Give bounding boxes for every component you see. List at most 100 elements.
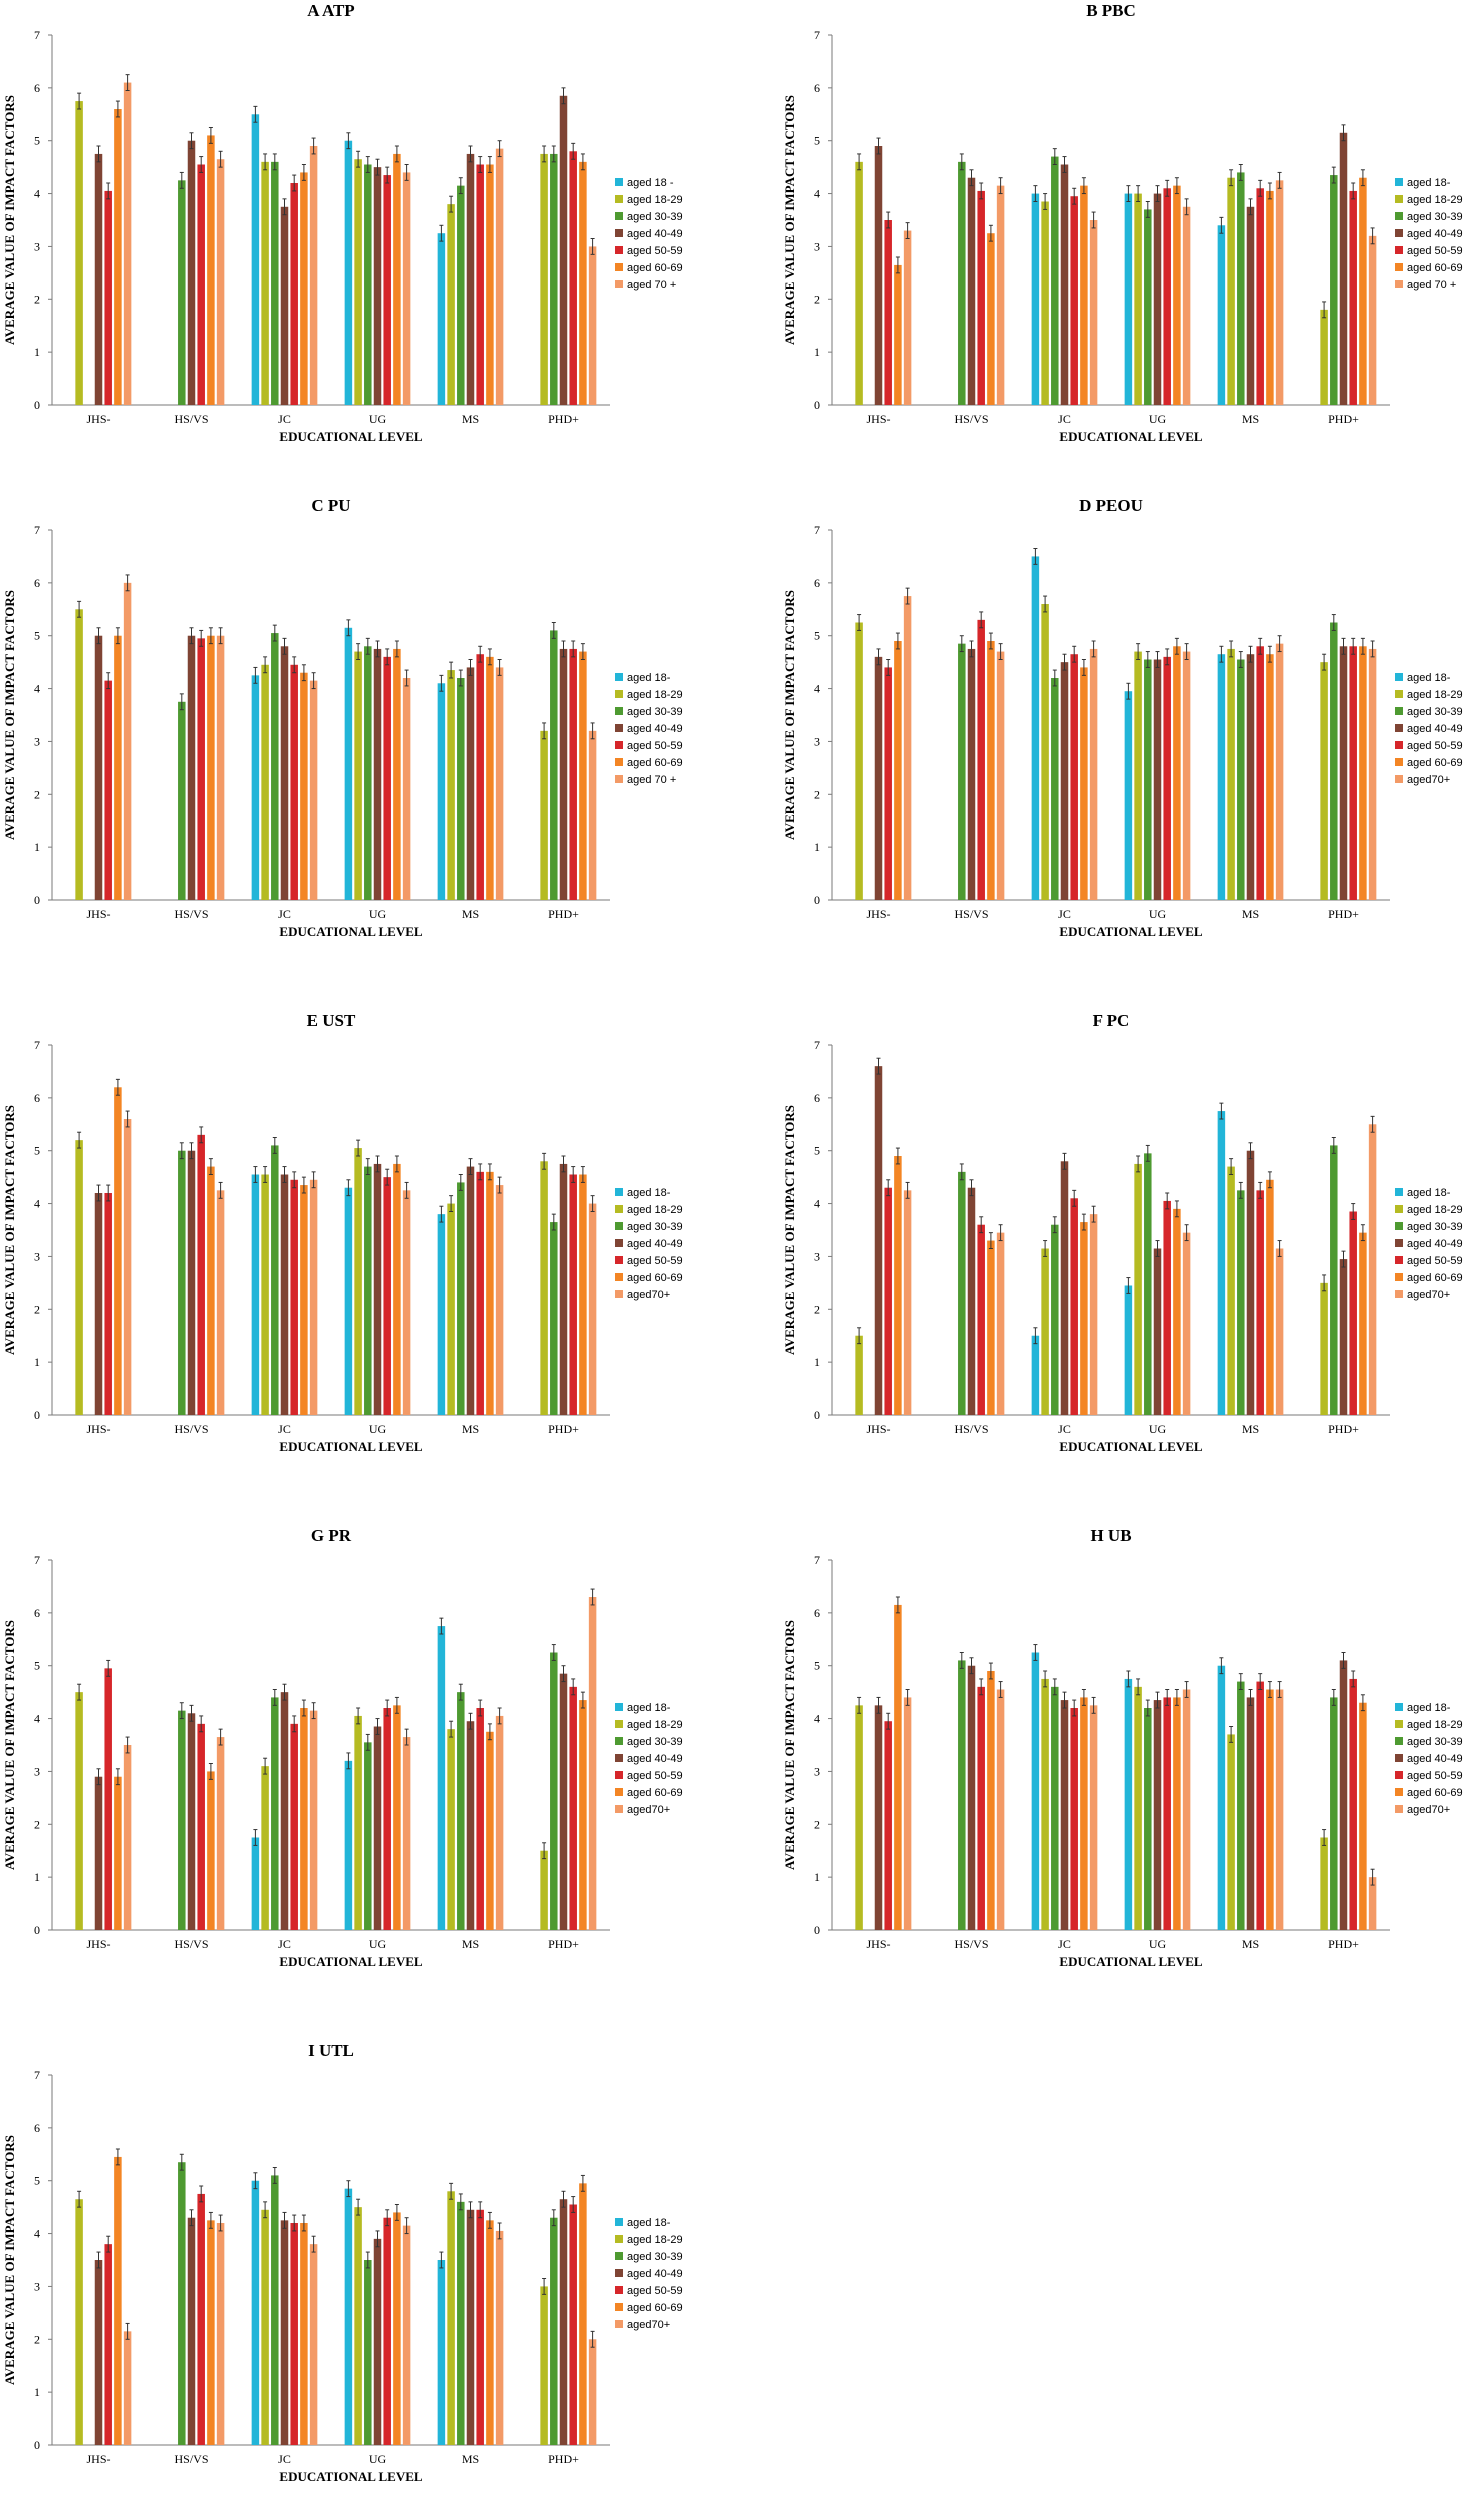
bar-aged-60-69 xyxy=(1080,1697,1088,1930)
bar-aged-70- xyxy=(309,680,318,900)
legend-swatch xyxy=(1395,1222,1403,1230)
bar-aged-50-59 xyxy=(1163,656,1171,900)
bar-aged70- xyxy=(309,1710,318,1930)
bar-aged-30-39 xyxy=(1330,1697,1338,1930)
y-axis-title: AVERAGE VALUE OF IMPACT FACTORS xyxy=(2,95,17,345)
x-tick-label: JC xyxy=(278,1422,291,1436)
legend-swatch xyxy=(615,1205,623,1213)
bar-aged-40-49 xyxy=(967,177,976,405)
bar-aged-60-69 xyxy=(1359,1702,1367,1930)
bar-aged-18- xyxy=(1031,1652,1040,1930)
bar-aged-60-69 xyxy=(207,135,215,405)
bar-aged-40-49 xyxy=(874,146,883,405)
bar-aged-60-69 xyxy=(393,2212,401,2445)
y-tick-label: 2 xyxy=(814,292,820,306)
bar-aged-50-59 xyxy=(977,190,985,405)
x-tick-label: HS/VS xyxy=(174,1422,208,1436)
legend-swatch xyxy=(615,195,623,203)
bar-aged-30-39 xyxy=(271,1697,279,1930)
bar-aged-30-39 xyxy=(550,2217,558,2445)
bar-aged-40-49 xyxy=(466,1166,475,1415)
legend-swatch xyxy=(1395,1256,1403,1264)
bar-aged-18- xyxy=(1217,1665,1226,1930)
bar-aged-18- xyxy=(251,1174,260,1415)
legend-swatch xyxy=(615,2303,623,2311)
x-axis-title: EDUCATIONAL LEVEL xyxy=(1059,1954,1202,1969)
y-tick-label: 3 xyxy=(814,1764,820,1778)
bar-aged-18- xyxy=(1031,1335,1040,1415)
y-tick-label: 6 xyxy=(34,81,40,95)
legend-swatch xyxy=(1395,724,1403,732)
bar-aged70- xyxy=(123,1745,132,1930)
y-tick-label: 0 xyxy=(34,893,40,907)
bar-aged-40-49 xyxy=(559,95,568,406)
legend-item: aged 18-29 xyxy=(627,194,683,206)
bar-aged-50-59 xyxy=(1256,646,1264,900)
x-tick-label: JHS- xyxy=(86,907,110,921)
x-tick-label: JC xyxy=(278,907,291,921)
bar-aged-40-49 xyxy=(187,2217,196,2445)
bar-aged-50-59 xyxy=(104,2244,112,2445)
bar-aged-40-49 xyxy=(187,1150,196,1415)
x-tick-label: JHS- xyxy=(866,412,890,426)
chart-title: A ATP xyxy=(307,1,354,20)
bar-aged-18-29 xyxy=(1227,1166,1235,1415)
bar-aged70- xyxy=(588,2339,597,2445)
legend-item: aged 30-39 xyxy=(1407,211,1463,223)
bar-aged-18-29 xyxy=(1320,309,1328,405)
bar-aged-60-69 xyxy=(207,1771,215,1930)
y-tick-label: 0 xyxy=(814,893,820,907)
legend-item: aged 18- xyxy=(627,672,671,684)
x-axis-title: EDUCATIONAL LEVEL xyxy=(279,2469,422,2484)
y-tick-label: 7 xyxy=(34,28,40,42)
chart-title: I UTL xyxy=(308,2041,354,2060)
bar-aged-30-39 xyxy=(1237,1190,1245,1415)
bar-aged-50-59 xyxy=(977,1686,985,1930)
legend-item: aged 18- xyxy=(1407,177,1451,189)
legend-item: aged 60-69 xyxy=(1407,1272,1463,1284)
bar-aged-18-29 xyxy=(75,609,83,900)
bar-aged-50-59 xyxy=(1070,1708,1078,1930)
bar-aged-18- xyxy=(344,1187,353,1415)
legend-swatch xyxy=(1395,1273,1403,1281)
bar-aged-40-49 xyxy=(187,140,196,405)
bar-aged-18-29 xyxy=(1041,1248,1049,1415)
bar-aged-60-69 xyxy=(579,1700,587,1930)
bar-aged-30-39 xyxy=(958,643,966,900)
bar-aged-30-39 xyxy=(178,180,186,405)
bar-aged70- xyxy=(996,1232,1005,1415)
bar-aged-40-49 xyxy=(280,646,289,900)
legend-item: aged70+ xyxy=(627,1804,670,1816)
bar-aged-50-59 xyxy=(884,667,892,900)
legend-item: aged 40-49 xyxy=(1407,228,1463,240)
bar-aged-50-59 xyxy=(1163,188,1171,405)
bar-aged-50-59 xyxy=(476,2209,484,2445)
bar-aged-50-59 xyxy=(569,1174,577,1415)
bar-aged-40-49 xyxy=(1246,1697,1255,1930)
legend-swatch xyxy=(615,2269,623,2277)
y-tick-label: 7 xyxy=(814,1038,820,1052)
bar-aged70- xyxy=(216,1190,225,1415)
bar-aged70- xyxy=(123,1119,132,1415)
bar-aged-60-69 xyxy=(207,635,215,900)
bar-aged-70- xyxy=(1089,220,1098,405)
legend-item: aged 40-49 xyxy=(627,1753,683,1765)
bar-aged70- xyxy=(402,1190,411,1415)
legend-item: aged 18- xyxy=(1407,672,1451,684)
y-tick-label: 7 xyxy=(814,523,820,537)
bar-aged-60-69 xyxy=(114,1776,122,1930)
bar-aged-50-59 xyxy=(569,2204,577,2445)
bar-aged-18- xyxy=(1031,193,1040,405)
y-tick-label: 0 xyxy=(34,2438,40,2452)
bar-aged70- xyxy=(903,1190,912,1415)
y-tick-label: 6 xyxy=(814,81,820,95)
bar-aged-18- xyxy=(344,140,353,405)
bar-aged-60-69 xyxy=(114,1087,122,1415)
y-tick-label: 4 xyxy=(34,1712,40,1726)
legend-swatch xyxy=(615,707,623,715)
x-tick-label: MS xyxy=(1242,1937,1259,1951)
y-axis-title: AVERAGE VALUE OF IMPACT FACTORS xyxy=(782,1105,797,1355)
bar-aged-60-69 xyxy=(987,1671,995,1930)
bar-aged70- xyxy=(402,1737,411,1930)
bar-aged-70- xyxy=(123,82,132,406)
